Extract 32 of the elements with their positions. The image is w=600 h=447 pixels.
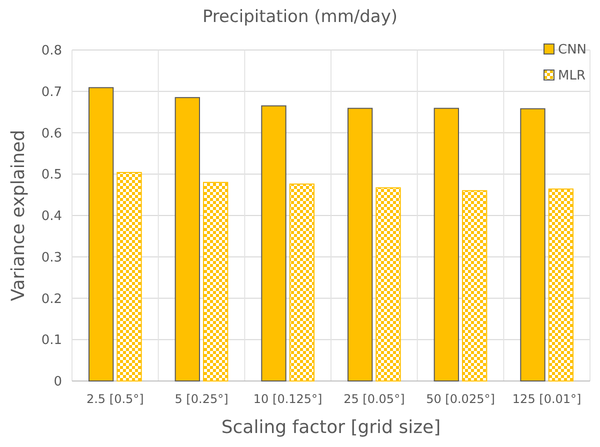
bar [289,184,315,382]
x-tick-label: 10 [0.125°] [253,392,322,406]
x-axis-title: Scaling factor [grid size] [221,417,441,438]
bar [261,105,286,382]
bar [203,182,228,382]
bar [520,108,546,382]
y-tick-label: 0.5 [41,168,62,183]
bar [462,190,488,382]
bar [174,97,200,382]
legend-label: CNN [558,42,587,58]
y-tick-label: 0.1 [41,333,62,348]
bar [347,108,373,382]
y-tick-label: 0.7 [41,84,62,100]
y-tick-label: 0.3 [41,250,62,266]
x-tick-label: 50 [0.025°] [426,392,495,406]
y-tick-label: 0.8 [41,44,62,59]
y-tick-label: 0 [54,374,62,390]
bar [376,187,401,382]
x-tick-label: 5 [0.25°] [174,392,228,406]
bar [116,172,142,382]
x-tick-label: 25 [0.05°] [344,392,405,406]
bar [548,188,574,382]
y-tick-label: 0.2 [41,292,62,307]
x-tick-label: 125 [0.01°] [512,392,582,406]
bar [434,108,459,382]
y-tick-label: 0.6 [41,126,62,142]
y-tick-label: 0.4 [41,209,62,224]
x-tick-label: 2.5 [0.5°] [86,392,144,406]
chart-title: Precipitation (mm/day) [202,7,398,27]
y-axis-title: Variance explained [8,130,29,302]
bar [88,87,114,382]
legend-label: MLR [558,68,586,84]
